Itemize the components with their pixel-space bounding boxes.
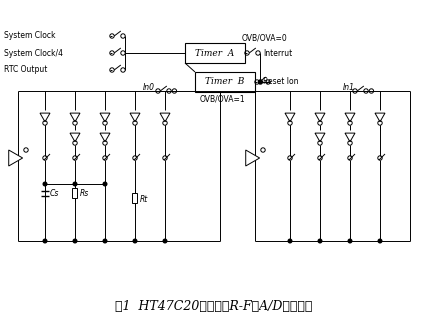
Polygon shape: [315, 133, 325, 142]
Bar: [72, 188, 77, 198]
Polygon shape: [130, 113, 140, 122]
Polygon shape: [100, 113, 110, 122]
Text: Rt: Rt: [140, 195, 148, 204]
Circle shape: [259, 80, 262, 84]
Circle shape: [318, 239, 322, 243]
Circle shape: [133, 239, 137, 243]
Circle shape: [378, 239, 382, 243]
Text: System Clock: System Clock: [4, 31, 56, 40]
Circle shape: [43, 239, 47, 243]
Text: Timer  B: Timer B: [205, 77, 245, 86]
Circle shape: [288, 239, 292, 243]
Polygon shape: [375, 113, 385, 122]
Polygon shape: [345, 133, 355, 142]
Text: Timer  A: Timer A: [195, 48, 235, 57]
Circle shape: [348, 239, 352, 243]
Text: System Clock/4: System Clock/4: [4, 48, 63, 57]
Text: In1: In1: [343, 82, 355, 91]
Text: RTC Output: RTC Output: [4, 65, 48, 74]
Text: 图1  HT47C20的两通道R-F型A/D转换电路: 图1 HT47C20的两通道R-F型A/D转换电路: [115, 300, 313, 313]
Text: In0: In0: [143, 82, 155, 91]
Polygon shape: [70, 113, 80, 122]
Polygon shape: [40, 113, 50, 122]
Bar: [133, 193, 137, 203]
Polygon shape: [246, 150, 260, 166]
Text: OVB/OVA=1: OVB/OVA=1: [200, 94, 246, 103]
Polygon shape: [315, 113, 325, 122]
Polygon shape: [285, 113, 295, 122]
Text: Cs: Cs: [50, 189, 59, 198]
Circle shape: [103, 182, 107, 186]
Bar: [195, 72, 255, 92]
Bar: [185, 43, 245, 63]
Polygon shape: [100, 133, 110, 142]
Circle shape: [103, 239, 107, 243]
Circle shape: [163, 239, 167, 243]
Circle shape: [73, 182, 77, 186]
Text: OVB/OVA=0: OVB/OVA=0: [242, 33, 288, 42]
Text: Reset Ion: Reset Ion: [263, 77, 299, 86]
Polygon shape: [160, 113, 170, 122]
Polygon shape: [9, 150, 23, 166]
Text: Rs: Rs: [80, 189, 89, 198]
Polygon shape: [70, 133, 80, 142]
Circle shape: [73, 239, 77, 243]
Text: Interrut: Interrut: [263, 48, 293, 57]
Circle shape: [43, 182, 47, 186]
Polygon shape: [345, 113, 355, 122]
